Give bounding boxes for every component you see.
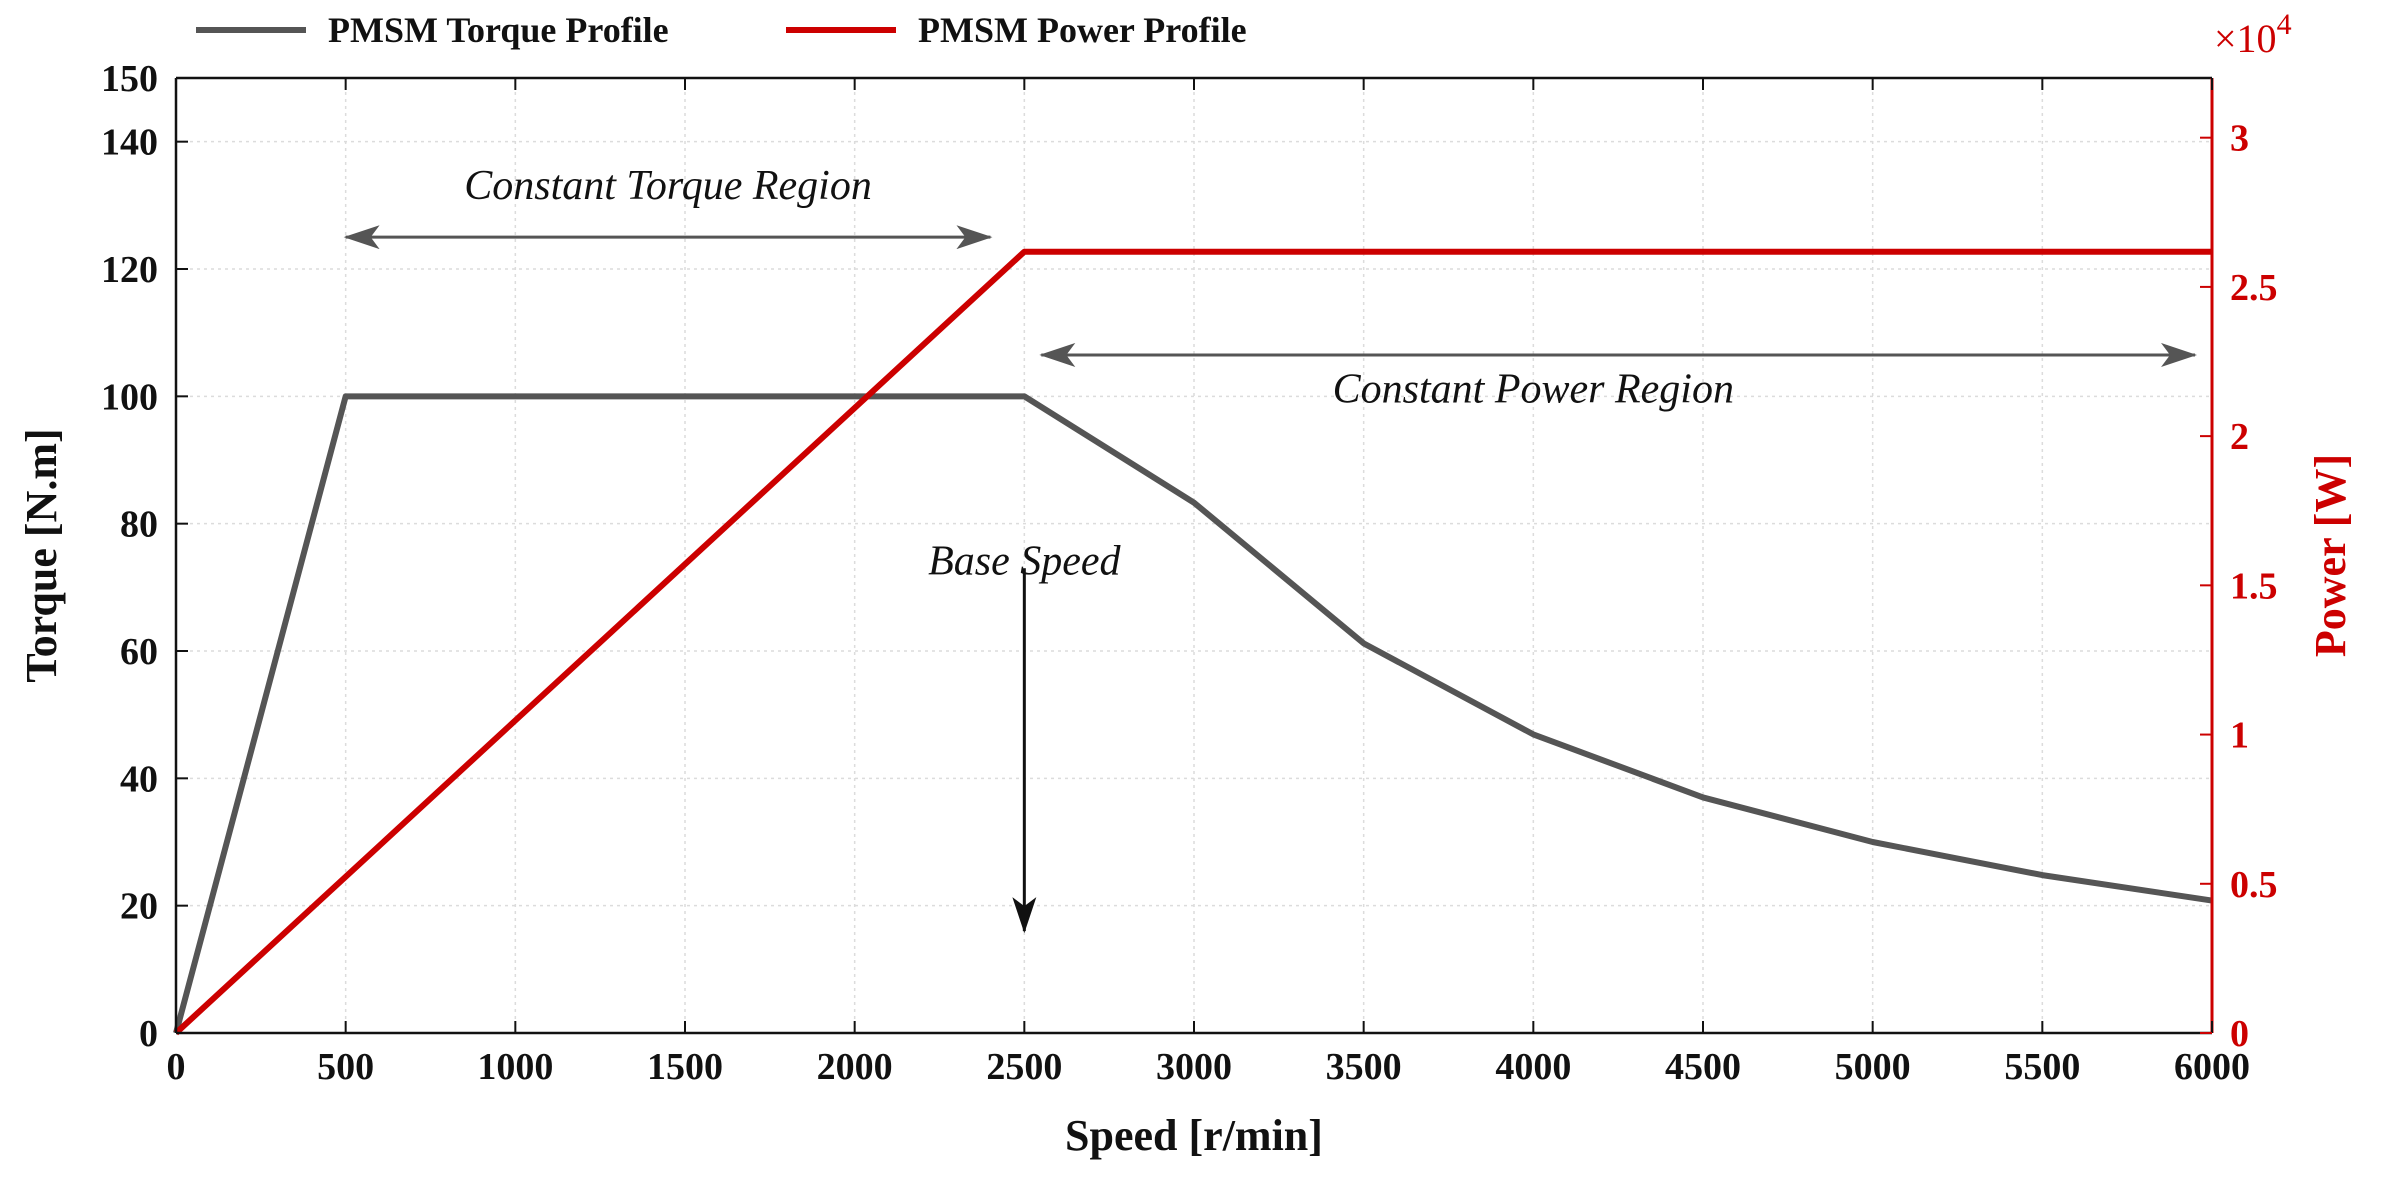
- y-axis-title: Torque [N.m]: [17, 428, 66, 682]
- legend-label: PMSM Torque Profile: [328, 10, 669, 50]
- y-tick-label: 0: [139, 1013, 158, 1055]
- annotation-label: Base Speed: [928, 539, 1121, 585]
- x-tick-label: 3500: [1326, 1046, 1402, 1088]
- x-tick-label: 4500: [1665, 1046, 1741, 1088]
- y2-tick-label: 2.5: [2230, 267, 2278, 309]
- x-tick-label: 4000: [1495, 1046, 1571, 1088]
- x-tick-label: 3000: [1156, 1046, 1232, 1088]
- axes: 0 500 1000 1500 2000 2500 3000 3500 4000 4500 5000…: [17, 8, 2355, 1160]
- x-axis-title: Speed [r/min]: [1065, 1111, 1323, 1160]
- x-tick-label: 2500: [986, 1046, 1062, 1088]
- x-tick-label: 1000: [477, 1046, 553, 1088]
- y2-tick-label: 3: [2230, 118, 2249, 160]
- grid: [176, 78, 2212, 1033]
- y2-tick-label: 0: [2230, 1013, 2249, 1055]
- y2-multiplier-exponent: 4: [2277, 8, 2292, 41]
- y-tick-label: 40: [120, 758, 158, 800]
- x-tick-label: 0: [167, 1046, 186, 1088]
- y2-tick-label: 0.5: [2230, 864, 2278, 906]
- annotation-label: Constant Power Region: [1333, 367, 1734, 413]
- y2-axis-title: Power [W]: [2306, 454, 2355, 657]
- x-tick-label: 500: [317, 1046, 374, 1088]
- annotation-label: Constant Torque Region: [464, 163, 872, 209]
- y-tick-label: 100: [101, 376, 158, 418]
- y2-multiplier: ×104: [2214, 8, 2292, 61]
- x-tick-label: 5000: [1835, 1046, 1911, 1088]
- x-tick-label: 5500: [2004, 1046, 2080, 1088]
- series-line-pmsm-torque-profile: [173, 393, 2213, 1034]
- y-tick-label: 80: [120, 504, 158, 546]
- legend-label: PMSM Power Profile: [918, 10, 1247, 50]
- annotations: Constant Torque Region Constant Power Reg…: [343, 163, 2198, 934]
- x-tick-label: 6000: [2174, 1046, 2250, 1088]
- y-tick-label: 120: [101, 249, 158, 291]
- y2-tick-label: 1.5: [2230, 565, 2278, 607]
- x-tick-label: 2000: [817, 1046, 893, 1088]
- x-tick-label: 1500: [647, 1046, 723, 1088]
- y-tick-label: 60: [120, 631, 158, 673]
- series-layer: [173, 248, 2213, 1036]
- y2-tick-label: 2: [2230, 416, 2249, 458]
- y2-multiplier-base: ×10: [2214, 16, 2277, 61]
- y2-tick-label: 1: [2230, 715, 2249, 757]
- series-line-pmsm-power-profile: [173, 248, 2212, 1036]
- legend: PMSM Torque Profile PMSM Power Profile: [196, 10, 1247, 50]
- y-tick-label: 20: [120, 886, 158, 928]
- y-tick-label: 150: [101, 58, 158, 100]
- y-tick-label: 140: [101, 122, 158, 164]
